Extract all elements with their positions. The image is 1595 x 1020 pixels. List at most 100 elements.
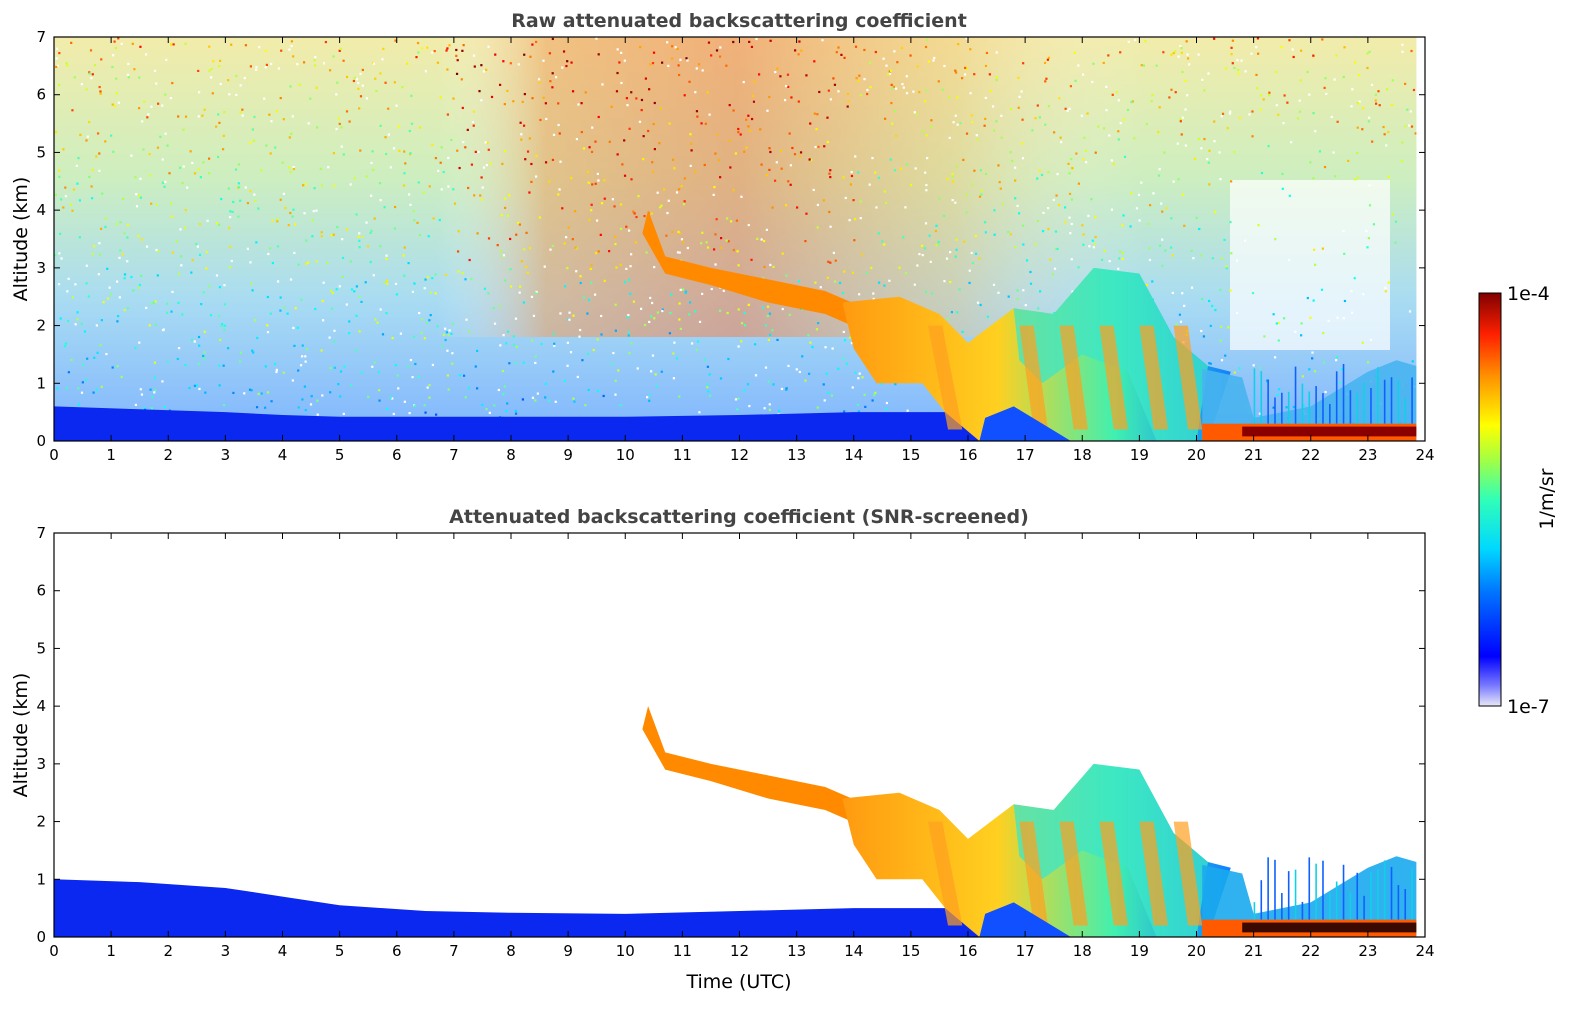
noise-speck (971, 261, 975, 265)
noise-speck (1130, 192, 1133, 195)
noise-speck (995, 51, 998, 54)
noise-speck (431, 51, 434, 54)
noise-speck (524, 265, 528, 268)
noise-speck (1324, 390, 1327, 394)
noise-speck (381, 58, 384, 61)
noise-speck (71, 109, 74, 112)
noise-speck (1174, 91, 1177, 94)
noise-speck (557, 123, 560, 127)
cloud-streak (1173, 325, 1203, 430)
noise-speck (282, 371, 285, 374)
noise-speck (568, 311, 571, 314)
noise-speck (956, 311, 959, 314)
noise-speck (152, 301, 155, 304)
noise-speck (1197, 137, 1201, 140)
noise-speck (396, 374, 399, 377)
noise-speck (492, 307, 495, 310)
noise-speck (623, 139, 626, 142)
noise-speck (383, 281, 386, 284)
noise-speck (445, 49, 448, 52)
noise-speck (1230, 252, 1233, 255)
noise-speck (302, 61, 306, 64)
noise-speck (551, 86, 554, 89)
noise-speck (821, 39, 824, 42)
noise-speck (155, 248, 158, 252)
noise-speck (1414, 132, 1417, 135)
noise-speck (163, 405, 166, 409)
noise-speck (814, 145, 817, 149)
vertical-streak (1370, 872, 1372, 920)
noise-speck (427, 235, 430, 238)
noise-speck (596, 338, 599, 341)
noise-speck (100, 58, 103, 61)
noise-speck (519, 121, 522, 124)
noise-speck (1288, 39, 1291, 42)
noise-speck (494, 53, 497, 56)
noise-speck (1195, 216, 1198, 219)
noise-speck (92, 391, 95, 394)
noise-speck (942, 214, 946, 217)
noise-speck (266, 295, 269, 299)
noise-speck (571, 238, 574, 241)
noise-speck (56, 64, 59, 67)
noise-speck (147, 113, 150, 116)
noise-speck (1160, 202, 1163, 205)
noise-speck (653, 317, 656, 320)
noise-speck (534, 355, 537, 358)
vertical-streak (1411, 868, 1413, 920)
noise-speck (428, 185, 431, 188)
noise-speck (116, 320, 119, 323)
noise-speck (1017, 76, 1020, 79)
noise-speck (279, 198, 282, 201)
noise-speck (1198, 227, 1201, 231)
noise-speck (701, 292, 704, 296)
noise-speck (893, 169, 896, 172)
noise-speck (672, 377, 676, 380)
noise-speck (719, 237, 723, 240)
noise-speck (548, 180, 551, 183)
noise-speck (1283, 317, 1286, 320)
noise-speck (403, 274, 406, 277)
noise-speck (1190, 249, 1193, 253)
noise-speck (784, 204, 788, 207)
x-tick-label: 22 (1301, 942, 1320, 960)
noise-speck (54, 193, 57, 196)
noise-speck (461, 272, 464, 275)
noise-speck (355, 349, 358, 353)
noise-speck (588, 146, 591, 149)
noise-speck (670, 293, 673, 296)
noise-speck (653, 265, 656, 269)
noise-speck (638, 120, 642, 123)
noise-speck (248, 388, 252, 391)
noise-speck (207, 172, 211, 175)
noise-speck (780, 387, 784, 391)
noise-speck (676, 47, 679, 50)
noise-speck (440, 188, 443, 191)
noise-speck (490, 95, 494, 99)
noise-speck (789, 183, 792, 186)
noise-speck (394, 282, 398, 285)
y-tick-label: 6 (36, 86, 46, 104)
noise-speck (689, 133, 692, 136)
noise-speck (221, 148, 225, 151)
noise-speck (399, 332, 403, 335)
noise-speck (235, 74, 238, 78)
noise-speck (594, 140, 597, 143)
noise-speck (392, 147, 396, 150)
noise-speck (654, 373, 657, 376)
noise-speck (1119, 122, 1122, 125)
noise-speck (1224, 354, 1227, 357)
noise-speck (860, 253, 863, 256)
noise-speck (1350, 311, 1354, 314)
noise-speck (1150, 100, 1153, 103)
noise-speck (582, 147, 586, 150)
boundary-layer (54, 406, 980, 441)
noise-speck (822, 199, 825, 202)
noise-speck (712, 193, 715, 196)
noise-speck (1327, 319, 1330, 323)
noise-speck (914, 167, 917, 170)
noise-speck (653, 101, 656, 105)
noise-speck (58, 169, 61, 172)
noise-speck (406, 62, 409, 65)
noise-speck (282, 118, 285, 121)
